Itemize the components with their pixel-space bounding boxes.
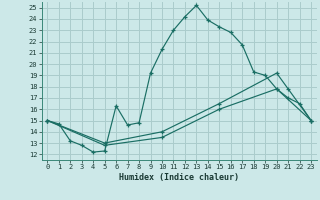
X-axis label: Humidex (Indice chaleur): Humidex (Indice chaleur) — [119, 173, 239, 182]
